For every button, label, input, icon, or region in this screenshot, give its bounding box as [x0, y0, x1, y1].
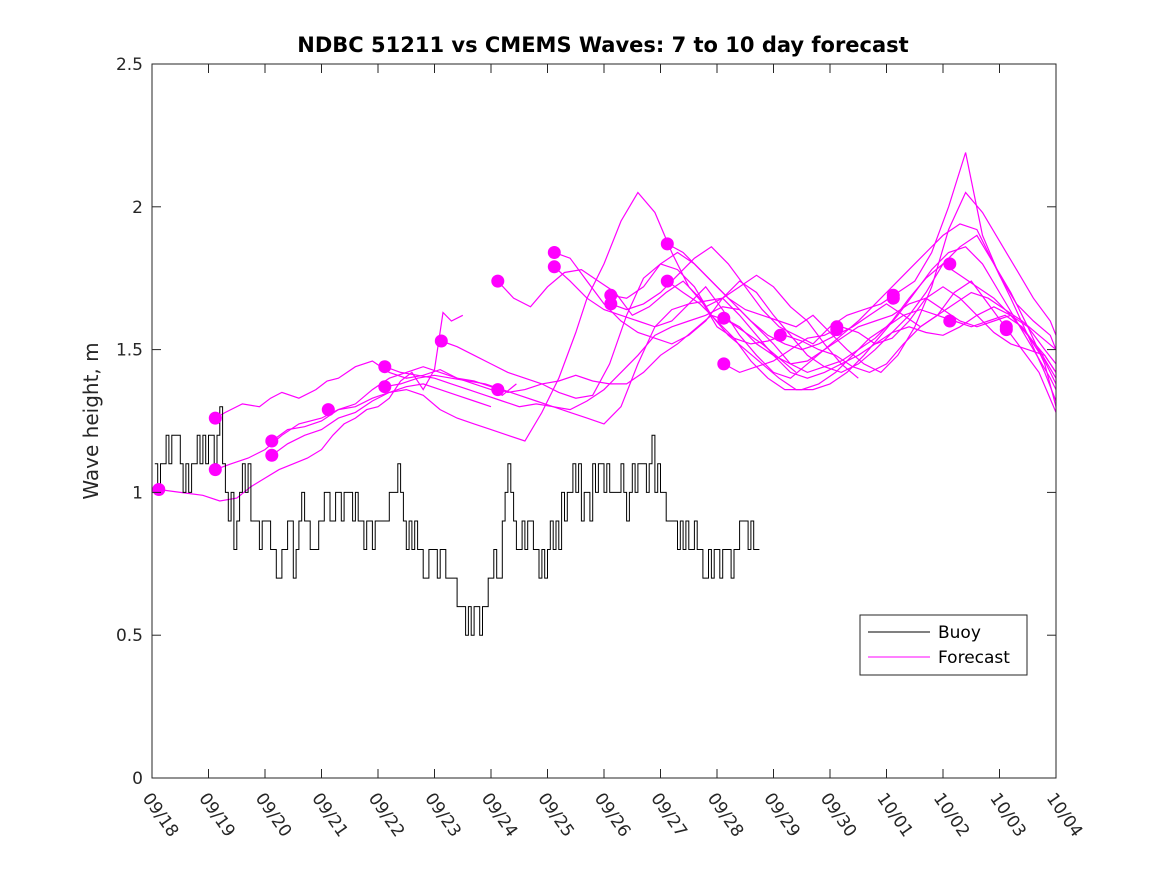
forecast-marker-12 — [547, 246, 561, 259]
forecast-marker-17 — [660, 274, 674, 288]
y-tick-label: 0.5 — [116, 626, 143, 646]
forecast-marker-5 — [265, 448, 279, 462]
forecast-marker-18 — [717, 311, 731, 325]
chart-title: NDBC 51211 vs CMEMS Waves: 7 to 10 day f… — [297, 33, 908, 57]
forecast-marker-25 — [943, 257, 957, 271]
y-tick-label: 2 — [132, 198, 143, 218]
forecast-marker-15 — [604, 297, 618, 311]
forecast-marker-8 — [378, 380, 392, 394]
legend: Buoy Forecast — [859, 614, 1028, 676]
forecast-line-12 — [610, 191, 1057, 374]
forecast-line-5 — [271, 191, 859, 456]
legend-box — [859, 614, 1028, 676]
forecast-marker-16 — [660, 237, 674, 251]
forecast-marker-7 — [378, 360, 392, 374]
forecast-marker-19 — [717, 357, 731, 371]
forecast-marker-2 — [208, 411, 222, 425]
y-axis: 0 0.5 1 1.5 2 2.5 — [116, 55, 1056, 789]
y-tick-label: 1 — [132, 483, 143, 503]
forecast-line-3 — [215, 383, 492, 471]
forecast-marker-11 — [491, 383, 505, 397]
forecast-line-14 — [667, 243, 1057, 351]
y-tick-label: 0 — [132, 769, 143, 789]
forecast-marker-20 — [773, 328, 787, 342]
forecast-marker-22 — [830, 323, 844, 337]
forecast-line-15 — [666, 280, 1057, 391]
forecast-marker-9 — [434, 334, 448, 348]
plot-area — [152, 152, 1057, 636]
forecast-marker-1 — [152, 483, 166, 496]
y-tick-label: 2.5 — [116, 55, 143, 75]
y-tick-label: 1.5 — [116, 341, 143, 361]
forecast-line-16 — [723, 297, 1057, 365]
forecast-marker-26 — [943, 314, 957, 328]
forecast-marker-28 — [999, 323, 1013, 337]
forecast-marker-6 — [321, 403, 335, 417]
legend-buoy-label: Buoy — [938, 623, 981, 643]
forecast-marker-4 — [265, 434, 279, 448]
legend-forecast-label: Forecast — [938, 648, 1010, 668]
forecast-marker-24 — [886, 291, 900, 305]
buoy-line — [154, 406, 760, 636]
forecast-marker-10 — [491, 274, 505, 288]
forecast-line-10 — [553, 223, 1057, 402]
forecast-line-17 — [723, 286, 1057, 374]
forecast-line-8 — [441, 246, 1057, 399]
forecast-marker-13 — [547, 260, 561, 274]
forecast-line-11 — [554, 234, 1057, 407]
y-axis-label: Wave height, m — [79, 342, 103, 499]
forecast-line-2 — [215, 360, 517, 419]
forecast-marker-3 — [208, 463, 222, 477]
